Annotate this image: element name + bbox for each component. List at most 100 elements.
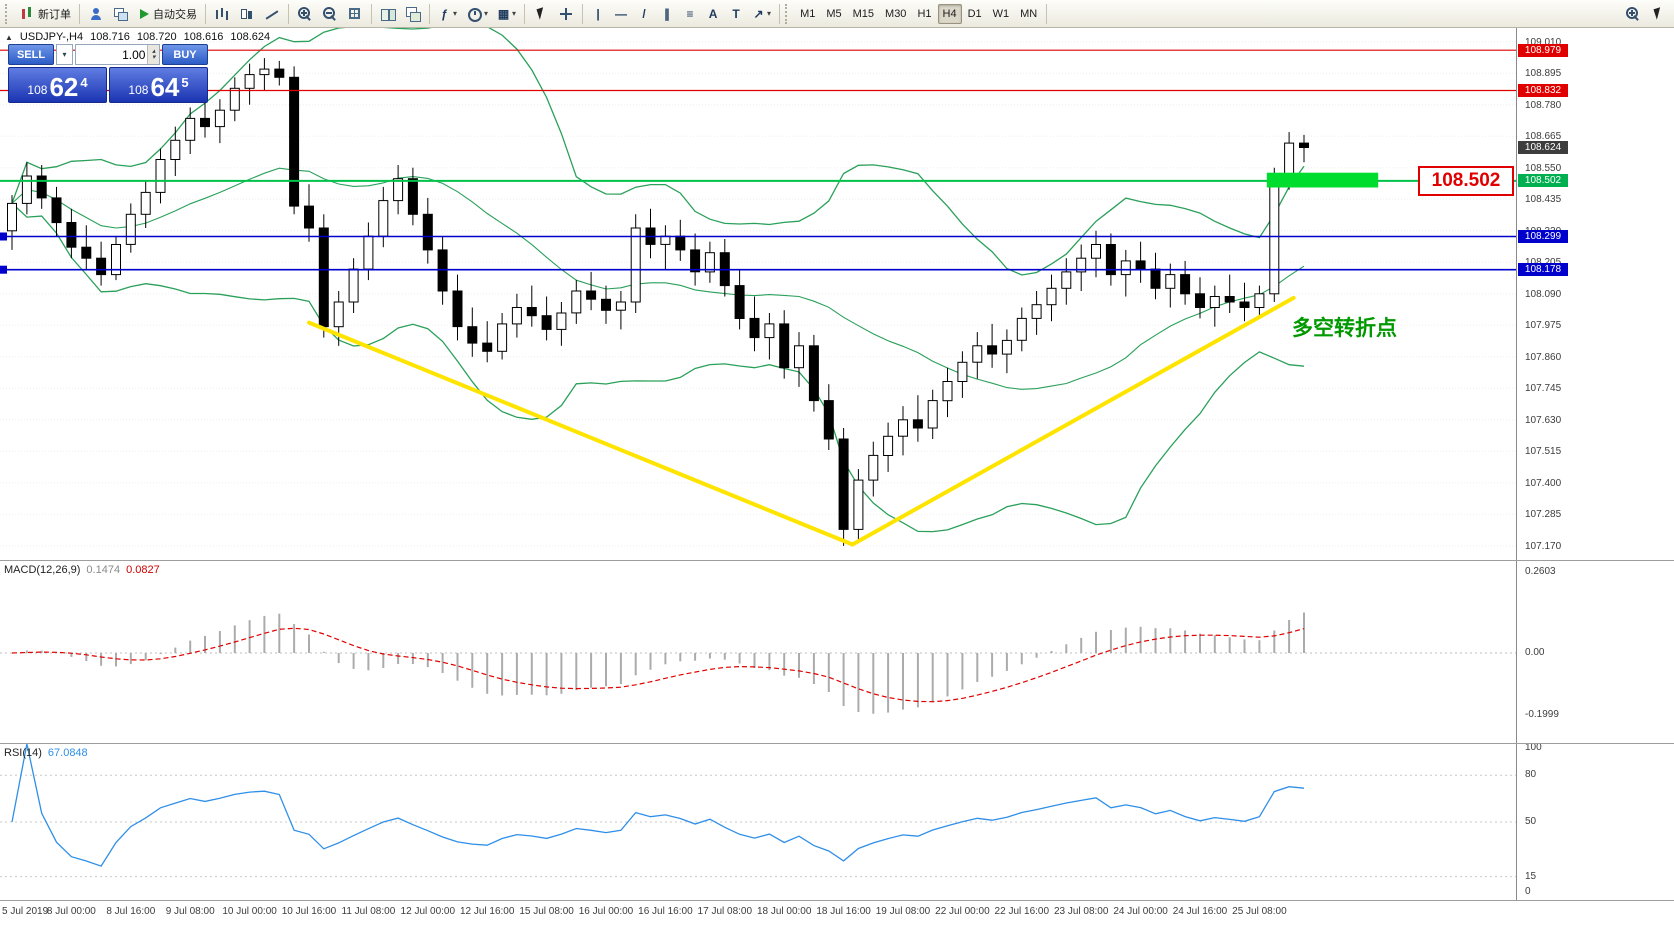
- candle-body: [779, 323, 790, 369]
- candle-body: [200, 117, 210, 128]
- cascade-windows-button[interactable]: [401, 3, 425, 25]
- volume-dropdown-button[interactable]: ▾: [56, 44, 73, 65]
- toolbar-separator: [429, 3, 430, 24]
- tile-windows-button[interactable]: [376, 3, 400, 25]
- macd-panel[interactable]: [0, 561, 1516, 743]
- tf-d1-button[interactable]: D1: [963, 4, 987, 24]
- buy-price-button[interactable]: 108 64 5: [109, 67, 208, 103]
- tf-m5-button[interactable]: M5: [821, 4, 846, 24]
- charts-window-button[interactable]: [109, 3, 133, 25]
- rsi-panel[interactable]: [0, 744, 1516, 900]
- candle-body: [482, 342, 493, 352]
- price-tick-label: 107.515: [1525, 446, 1562, 458]
- line-chart-button[interactable]: [260, 3, 284, 25]
- candle-body: [987, 345, 998, 355]
- candle-body: [348, 268, 359, 303]
- time-axis-border: [0, 900, 1674, 901]
- fibonacci-button[interactable]: ≡: [679, 3, 701, 25]
- horizontal-line-button[interactable]: —: [610, 3, 632, 25]
- price-chart[interactable]: [0, 28, 1516, 560]
- time-tick-label: 12 Jul 16:00: [459, 906, 515, 917]
- candle-body: [541, 315, 552, 330]
- spinner-up-icon: ▴: [151, 47, 156, 55]
- time-tick-label: 22 Jul 00:00: [935, 906, 990, 917]
- autotrading-button[interactable]: 自动交易: [134, 3, 201, 25]
- candle-body: [1001, 339, 1012, 355]
- candle-body: [526, 307, 537, 317]
- arrows-button[interactable]: ↗ ▾: [748, 3, 775, 25]
- tf-h4-button[interactable]: H4: [937, 3, 962, 24]
- macd-tick-label: -0.1999: [1525, 708, 1559, 720]
- candle-body: [422, 213, 433, 251]
- crosshair-button[interactable]: [554, 3, 578, 25]
- tf-w1-button[interactable]: W1: [988, 4, 1015, 24]
- tf-m15-button[interactable]: M15: [848, 4, 879, 24]
- toolbar-separator: [524, 3, 526, 24]
- candle-body: [81, 246, 92, 259]
- candle-body: [1031, 304, 1042, 319]
- vertical-line-button[interactable]: |: [587, 3, 609, 25]
- time-axis[interactable]: 5 Jul 2019 8 Jul 00:00 8 Jul 16:00 9 Jul 08…: [0, 901, 1674, 927]
- toolbar-grip: [5, 3, 11, 24]
- candle-body: [1046, 287, 1057, 306]
- channel-button[interactable]: ∥: [656, 3, 678, 25]
- profile-button[interactable]: [84, 3, 108, 25]
- caret-down-icon: ▾: [484, 9, 489, 18]
- chart-window[interactable]: 109.010 108.895 108.780 108.665 108.550 108.4…: [0, 28, 1674, 949]
- zoom-in-icon: [1625, 6, 1641, 22]
- tf-m1-button[interactable]: M1: [795, 4, 820, 24]
- trendline-button[interactable]: /: [633, 3, 655, 25]
- sell-button[interactable]: SELL: [8, 44, 54, 65]
- candle-body: [363, 235, 374, 270]
- g-chart-types: [210, 3, 284, 25]
- search-button[interactable]: [1621, 3, 1645, 25]
- candle-body: [690, 249, 701, 273]
- bar-chart-button[interactable]: [210, 3, 234, 25]
- candle-body: [289, 76, 300, 207]
- candle-body: [838, 438, 849, 530]
- tf-m30-button[interactable]: M30: [880, 4, 911, 24]
- pointer-mode-button[interactable]: [1646, 3, 1670, 25]
- new-order-button[interactable]: 新订单: [15, 3, 75, 25]
- turning-point-annotation[interactable]: 多空转折点: [1292, 317, 1397, 340]
- tf-h1-button[interactable]: H1: [912, 4, 936, 24]
- price-axis[interactable]: 109.010 108.895 108.780 108.665 108.550 108.4…: [1516, 28, 1674, 901]
- tf-mn-button[interactable]: MN: [1015, 4, 1042, 24]
- candle-body: [318, 227, 329, 328]
- g-layout: [376, 3, 425, 25]
- candle-body: [1016, 317, 1027, 341]
- sell-price-button[interactable]: 108 62 4: [8, 67, 107, 103]
- candle-body: [7, 202, 17, 232]
- g-accounts: 自动交易: [84, 3, 201, 25]
- bollinger-middle-band: [11, 167, 1305, 390]
- candle-body: [764, 323, 775, 339]
- candle-chart-button[interactable]: [235, 3, 259, 25]
- time-tick-label: 17 Jul 08:00: [697, 906, 753, 917]
- macd-signal-line: [11, 627, 1305, 703]
- panel-separator[interactable]: [0, 743, 1674, 744]
- line-anchor-handle: [0, 232, 7, 241]
- buy-button[interactable]: BUY: [162, 44, 208, 65]
- cursor-button[interactable]: [529, 3, 553, 25]
- price-callout-label[interactable]: 108.502: [1418, 166, 1514, 196]
- candle-body: [511, 307, 522, 325]
- indicators-button[interactable]: ƒ ▾: [434, 3, 461, 25]
- zoom-in-button[interactable]: [293, 3, 317, 25]
- period-button[interactable]: ▾: [462, 3, 492, 25]
- text-button[interactable]: A: [702, 3, 724, 25]
- volume-spinner[interactable]: ▴ ▾: [147, 45, 159, 64]
- text-label-button[interactable]: T: [725, 3, 747, 25]
- volume-input[interactable]: [76, 45, 148, 64]
- candle-body: [794, 345, 804, 369]
- panel-separator[interactable]: [0, 560, 1674, 561]
- collapse-arrow-icon[interactable]: ▲: [5, 32, 13, 42]
- candle-body: [170, 139, 181, 161]
- grid-button[interactable]: [343, 3, 367, 25]
- candle-body: [912, 419, 923, 429]
- fibonacci-button-glyph: ≡: [686, 6, 694, 21]
- templates-button[interactable]: ▦ ▾: [493, 3, 520, 25]
- zoom-out-button[interactable]: [318, 3, 342, 25]
- candle-body: [140, 191, 151, 215]
- candle-body: [66, 222, 77, 248]
- candle-body: [452, 290, 463, 328]
